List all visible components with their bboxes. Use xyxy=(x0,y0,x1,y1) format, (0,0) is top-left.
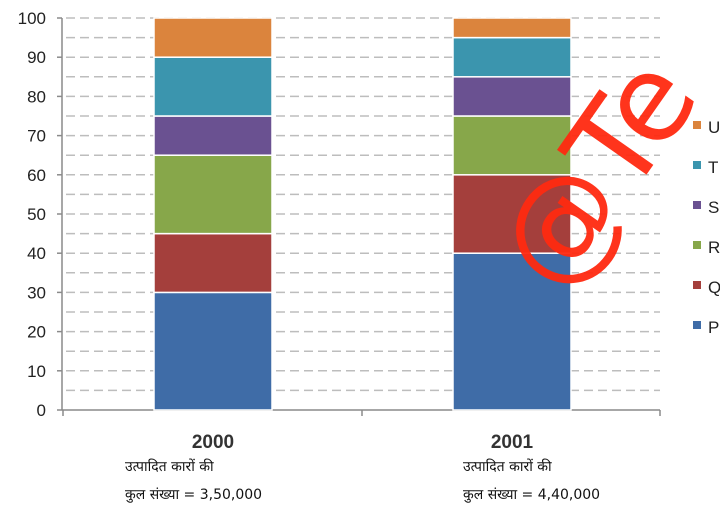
caption-2000-line2: कुल संख्या = 3,50,000 xyxy=(125,487,263,503)
y-tick-label: 90 xyxy=(27,48,46,67)
caption-2000-line1: उत्पादित कारों की xyxy=(125,459,214,475)
bar-segment xyxy=(452,17,572,39)
legend-swatch xyxy=(693,121,701,129)
legend-label: S xyxy=(708,198,719,217)
legend-swatch xyxy=(693,201,701,209)
bar-segment xyxy=(452,252,572,411)
legend-swatch xyxy=(693,321,701,329)
legend-swatch xyxy=(693,161,701,169)
y-tick-label: 70 xyxy=(27,127,46,146)
legend-label: R xyxy=(708,238,720,257)
bar-segment xyxy=(452,36,572,78)
bar-segment xyxy=(452,174,572,254)
legend-label: T xyxy=(708,158,718,177)
bar-segment xyxy=(452,76,572,117)
x-tick-label: 2001 xyxy=(491,432,534,453)
y-tick-label: 100 xyxy=(18,9,46,28)
bar-segment xyxy=(153,291,273,411)
caption-2001-line2: कुल संख्या = 4,40,000 xyxy=(463,487,601,503)
legend-swatch xyxy=(693,241,701,249)
y-tick-label: 40 xyxy=(27,244,46,263)
legend-swatch xyxy=(693,281,701,289)
bar-segment xyxy=(153,232,273,294)
y-tick-label: 30 xyxy=(27,283,46,302)
y-tick-label: 50 xyxy=(27,205,46,224)
y-tick-label: 20 xyxy=(27,323,46,342)
bar-segment xyxy=(452,115,572,176)
caption-2001-line1: उत्पादित कारों की xyxy=(463,459,552,475)
bar-segment xyxy=(153,17,273,58)
legend-label: U xyxy=(708,118,720,137)
bar-segment xyxy=(153,154,273,235)
y-tick-label: 80 xyxy=(27,87,46,106)
legend-label: Q xyxy=(708,278,720,297)
y-tick-label: 10 xyxy=(27,362,46,381)
y-tick-label: 60 xyxy=(27,166,46,185)
x-tick-label: 2000 xyxy=(192,432,234,453)
legend-label: P xyxy=(708,318,719,337)
y-tick-label: 0 xyxy=(37,401,46,420)
bar-segment xyxy=(153,56,273,117)
bar-segment xyxy=(153,115,273,156)
